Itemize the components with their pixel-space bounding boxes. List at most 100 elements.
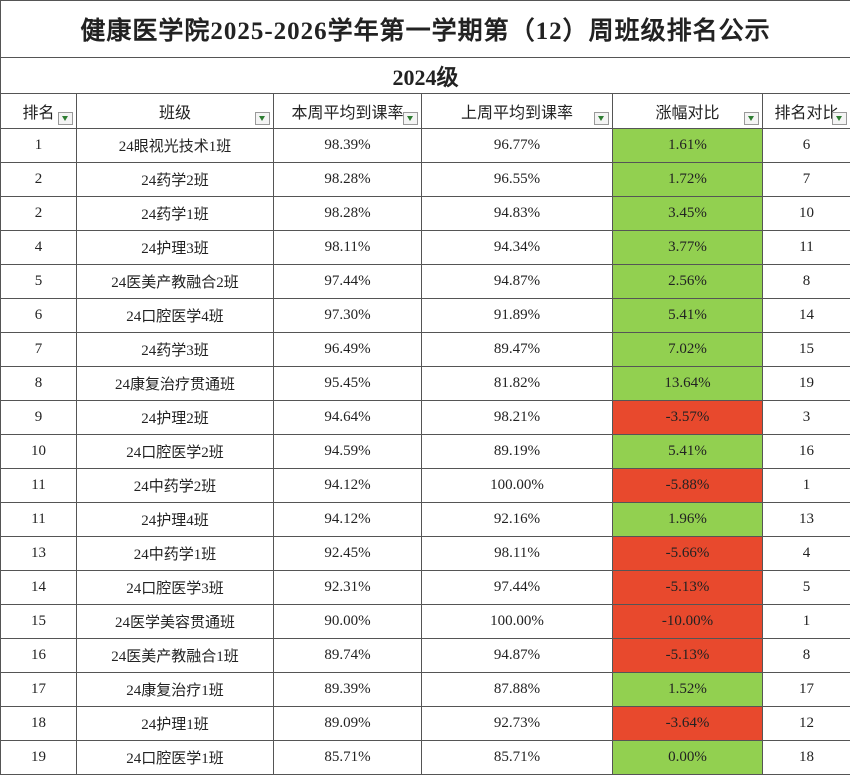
table-cell: 98.28% bbox=[273, 162, 422, 197]
column-header: 排名对比 bbox=[761, 93, 850, 129]
table-cell: 3 bbox=[761, 400, 850, 435]
table-cell: 24医美产教融合1班 bbox=[76, 638, 274, 673]
column-label: 排名对比 bbox=[774, 105, 839, 122]
table-row: 18 24护理1班 89.09% 92.73% -3.64% 12 bbox=[0, 706, 850, 741]
table-cell: 92.45% bbox=[273, 536, 422, 571]
table-row: 15 24医学美容贯通班 90.00% 100.00% -10.00% 1 bbox=[0, 604, 850, 639]
table-cell: 8 bbox=[0, 366, 77, 401]
table-cell: 2 bbox=[0, 196, 77, 231]
column-header: 涨幅对比 bbox=[612, 93, 763, 129]
table-cell: 100.00% bbox=[421, 468, 613, 503]
filter-button[interactable] bbox=[744, 112, 759, 125]
table-cell: 1 bbox=[761, 468, 850, 503]
filter-button[interactable] bbox=[58, 112, 73, 125]
table-cell: 94.83% bbox=[421, 196, 613, 231]
table-cell: 1.96% bbox=[612, 502, 763, 537]
table-cell: 5 bbox=[761, 570, 850, 605]
table-cell: 19 bbox=[761, 366, 850, 401]
table-row: 9 24护理2班 94.64% 98.21% -3.57% 3 bbox=[0, 400, 850, 435]
table-cell: 24康复治疗贯通班 bbox=[76, 366, 274, 401]
table-cell: 7.02% bbox=[612, 332, 763, 367]
table-cell: 92.16% bbox=[421, 502, 613, 537]
table-cell: 8 bbox=[761, 638, 850, 673]
table-cell: 14 bbox=[761, 298, 850, 333]
table-cell: 10 bbox=[761, 196, 850, 231]
table-cell: 89.19% bbox=[421, 434, 613, 469]
table-row: 2 24药学1班 98.28% 94.83% 3.45% 10 bbox=[0, 196, 850, 231]
table-cell: 15 bbox=[761, 332, 850, 367]
table-row: 16 24医美产教融合1班 89.74% 94.87% -5.13% 8 bbox=[0, 638, 850, 673]
table-row: 14 24口腔医学3班 92.31% 97.44% -5.13% 5 bbox=[0, 570, 850, 605]
table-cell: -5.13% bbox=[612, 570, 763, 605]
column-label: 上周平均到课率 bbox=[460, 105, 573, 122]
table-cell: 100.00% bbox=[421, 604, 613, 639]
table-cell: 1.52% bbox=[612, 672, 763, 707]
table-row: 11 24中药学2班 94.12% 100.00% -5.88% 1 bbox=[0, 468, 850, 503]
subtitle: 2024级 bbox=[0, 57, 850, 94]
table-row: 7 24药学3班 96.49% 89.47% 7.02% 15 bbox=[0, 332, 850, 367]
filter-button[interactable] bbox=[832, 112, 848, 125]
table-cell: 10 bbox=[0, 434, 77, 469]
table-cell: 17 bbox=[0, 672, 77, 707]
table-cell: 24护理2班 bbox=[76, 400, 274, 435]
table-cell: 89.47% bbox=[421, 332, 613, 367]
table-cell: 4 bbox=[0, 230, 77, 265]
table-cell: 98.21% bbox=[421, 400, 613, 435]
column-label: 班级 bbox=[158, 105, 191, 122]
column-header: 本周平均到课率 bbox=[273, 93, 422, 129]
table-cell: -3.57% bbox=[612, 400, 763, 435]
table-cell: 24中药学1班 bbox=[76, 536, 274, 571]
table-cell: 87.88% bbox=[421, 672, 613, 707]
table-cell: 24口腔医学1班 bbox=[76, 740, 274, 775]
filter-button[interactable] bbox=[403, 112, 418, 125]
column-header: 上周平均到课率 bbox=[421, 93, 613, 129]
table-cell: 24口腔医学4班 bbox=[76, 298, 274, 333]
table-cell: 18 bbox=[761, 740, 850, 775]
table-cell: 97.44% bbox=[273, 264, 422, 299]
table-cell: 24康复治疗1班 bbox=[76, 672, 274, 707]
table-cell: 24护理1班 bbox=[76, 706, 274, 741]
table-cell: 92.31% bbox=[273, 570, 422, 605]
column-label: 排名 bbox=[22, 105, 55, 122]
table-cell: 89.74% bbox=[273, 638, 422, 673]
table-cell: 24护理3班 bbox=[76, 230, 274, 265]
column-header: 班级 bbox=[76, 93, 274, 129]
table-cell: 3.45% bbox=[612, 196, 763, 231]
table-cell: 98.39% bbox=[273, 128, 422, 163]
table-cell: 96.77% bbox=[421, 128, 613, 163]
table-cell: 24护理4班 bbox=[76, 502, 274, 537]
table-cell: 14 bbox=[0, 570, 77, 605]
header-row: 排名 班级 本周平均到课率 上周平均到课率 涨幅对比 排名对比 bbox=[0, 93, 850, 129]
table-cell: 24药学1班 bbox=[76, 196, 274, 231]
table-cell: 90.00% bbox=[273, 604, 422, 639]
table-cell: -3.64% bbox=[612, 706, 763, 741]
table-row: 1 24眼视光技术1班 98.39% 96.77% 1.61% 6 bbox=[0, 128, 850, 163]
table-cell: 1 bbox=[0, 128, 77, 163]
table-cell: 85.71% bbox=[421, 740, 613, 775]
table-cell: 92.73% bbox=[421, 706, 613, 741]
table-cell: 97.44% bbox=[421, 570, 613, 605]
table-cell: 94.12% bbox=[273, 468, 422, 503]
table-row: 2 24药学2班 98.28% 96.55% 1.72% 7 bbox=[0, 162, 850, 197]
table-cell: 5.41% bbox=[612, 434, 763, 469]
filter-button[interactable] bbox=[594, 112, 609, 125]
table-cell: -5.88% bbox=[612, 468, 763, 503]
table-cell: 2 bbox=[0, 162, 77, 197]
table-cell: 13.64% bbox=[612, 366, 763, 401]
table-cell: 24药学2班 bbox=[76, 162, 274, 197]
table-cell: -5.66% bbox=[612, 536, 763, 571]
table-cell: 6 bbox=[761, 128, 850, 163]
table-row: 5 24医美产教融合2班 97.44% 94.87% 2.56% 8 bbox=[0, 264, 850, 299]
table-cell: 12 bbox=[761, 706, 850, 741]
table-cell: 91.89% bbox=[421, 298, 613, 333]
table-cell: 24口腔医学2班 bbox=[76, 434, 274, 469]
table-cell: 1.61% bbox=[612, 128, 763, 163]
table-cell: 24医学美容贯通班 bbox=[76, 604, 274, 639]
table-cell: 1 bbox=[761, 604, 850, 639]
table-cell: 13 bbox=[0, 536, 77, 571]
filter-button[interactable] bbox=[255, 112, 270, 125]
table-cell: 11 bbox=[0, 468, 77, 503]
table-cell: 24药学3班 bbox=[76, 332, 274, 367]
